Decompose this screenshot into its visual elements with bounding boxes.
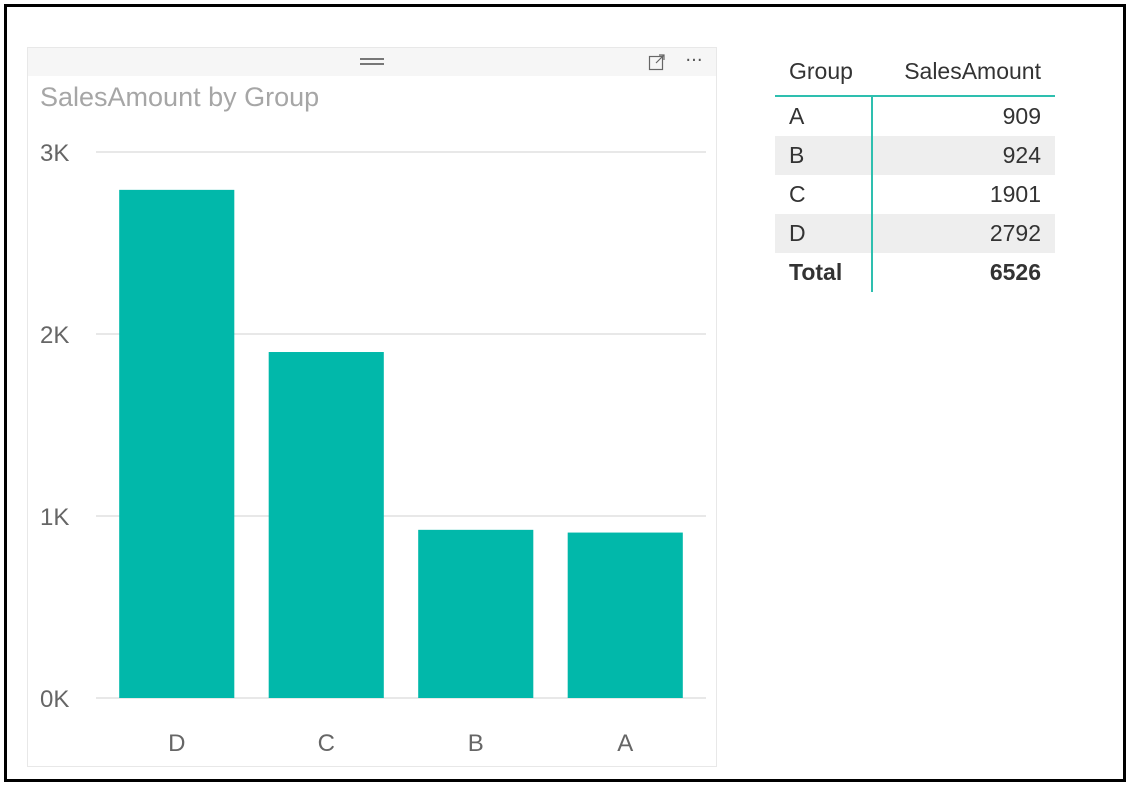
more-options-icon[interactable]: ··· <box>685 50 703 71</box>
cell-group: B <box>775 136 873 175</box>
cell-group: C <box>775 175 873 214</box>
drag-handle-icon[interactable] <box>360 58 384 66</box>
x-tick-label: B <box>468 730 484 757</box>
bar-B[interactable] <box>418 529 534 698</box>
x-tick-label: C <box>318 730 335 757</box>
chart-title: SalesAmount by Group <box>40 82 320 112</box>
bar-chart-visual[interactable]: ··· SalesAmount by Group 0K 1K 2K 3K D C B A <box>27 47 717 767</box>
bar-chart: 0K 1K 2K 3K D C B A <box>40 140 706 757</box>
table-row: C 1901 <box>775 175 1055 214</box>
y-tick-label: 2K <box>40 322 69 349</box>
table-row: B 924 <box>775 136 1055 175</box>
visual-header: ··· <box>28 48 716 76</box>
table-row: A 909 <box>775 96 1055 136</box>
cell-salesamount: 2792 <box>872 214 1055 253</box>
column-header-group[interactable]: Group <box>775 47 872 97</box>
bar-D[interactable] <box>119 189 235 698</box>
report-canvas: ··· SalesAmount by Group 0K 1K 2K 3K D C B A Gr… <box>4 4 1126 782</box>
cell-salesamount: 1901 <box>989 181 1041 207</box>
y-tick-label: 0K <box>40 686 69 713</box>
cell-salesamount: 909 <box>1002 103 1041 129</box>
cell-group: A <box>775 96 873 136</box>
sales-table: Group SalesAmount A 909 B 924 C 1901 <box>775 47 1055 292</box>
cell-salesamount: 924 <box>872 136 1055 175</box>
total-label: Total <box>775 253 873 292</box>
y-tick-label: 3K <box>40 140 69 167</box>
table-header-row: Group SalesAmount <box>775 47 1055 97</box>
table-visual[interactable]: Group SalesAmount A 909 B 924 C 1901 <box>775 47 1055 292</box>
bar-A[interactable] <box>567 532 683 698</box>
column-header-salesamount[interactable]: SalesAmount <box>872 47 1055 97</box>
focus-mode-icon[interactable] <box>648 53 666 71</box>
y-tick-label: 1K <box>40 504 69 531</box>
x-tick-label: D <box>168 730 185 757</box>
total-value: 6526 <box>989 259 1041 285</box>
bar-C[interactable] <box>268 352 384 698</box>
cell-group: D <box>775 214 873 253</box>
table-total-row: Total 6526 <box>775 253 1055 292</box>
table-row: D 2792 <box>775 214 1055 253</box>
x-tick-label: A <box>617 730 633 757</box>
